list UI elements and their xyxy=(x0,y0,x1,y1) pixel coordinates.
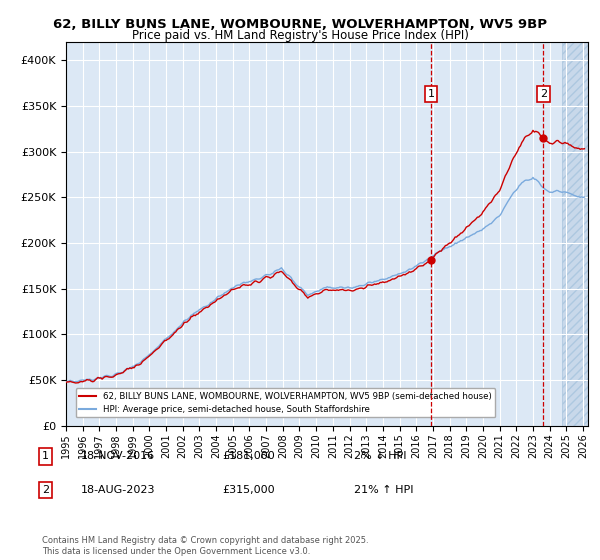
Text: Price paid vs. HM Land Registry's House Price Index (HPI): Price paid vs. HM Land Registry's House … xyxy=(131,29,469,42)
Text: 1: 1 xyxy=(42,451,49,461)
Text: £181,000: £181,000 xyxy=(222,451,275,461)
Text: 1: 1 xyxy=(427,89,434,99)
Text: £315,000: £315,000 xyxy=(222,485,275,495)
Text: 2: 2 xyxy=(540,89,547,99)
Text: Contains HM Land Registry data © Crown copyright and database right 2025.
This d: Contains HM Land Registry data © Crown c… xyxy=(42,536,368,556)
Legend: 62, BILLY BUNS LANE, WOMBOURNE, WOLVERHAMPTON, WV5 9BP (semi-detached house), HP: 62, BILLY BUNS LANE, WOMBOURNE, WOLVERHA… xyxy=(76,388,495,417)
Bar xyxy=(562,42,588,426)
Text: 62, BILLY BUNS LANE, WOMBOURNE, WOLVERHAMPTON, WV5 9BP: 62, BILLY BUNS LANE, WOMBOURNE, WOLVERHA… xyxy=(53,18,547,31)
Bar xyxy=(562,42,588,426)
Text: 18-AUG-2023: 18-AUG-2023 xyxy=(81,485,155,495)
Text: 21% ↑ HPI: 21% ↑ HPI xyxy=(354,485,413,495)
Text: 2: 2 xyxy=(42,485,49,495)
Text: 18-NOV-2016: 18-NOV-2016 xyxy=(81,451,155,461)
Text: 2% ↓ HPI: 2% ↓ HPI xyxy=(354,451,407,461)
